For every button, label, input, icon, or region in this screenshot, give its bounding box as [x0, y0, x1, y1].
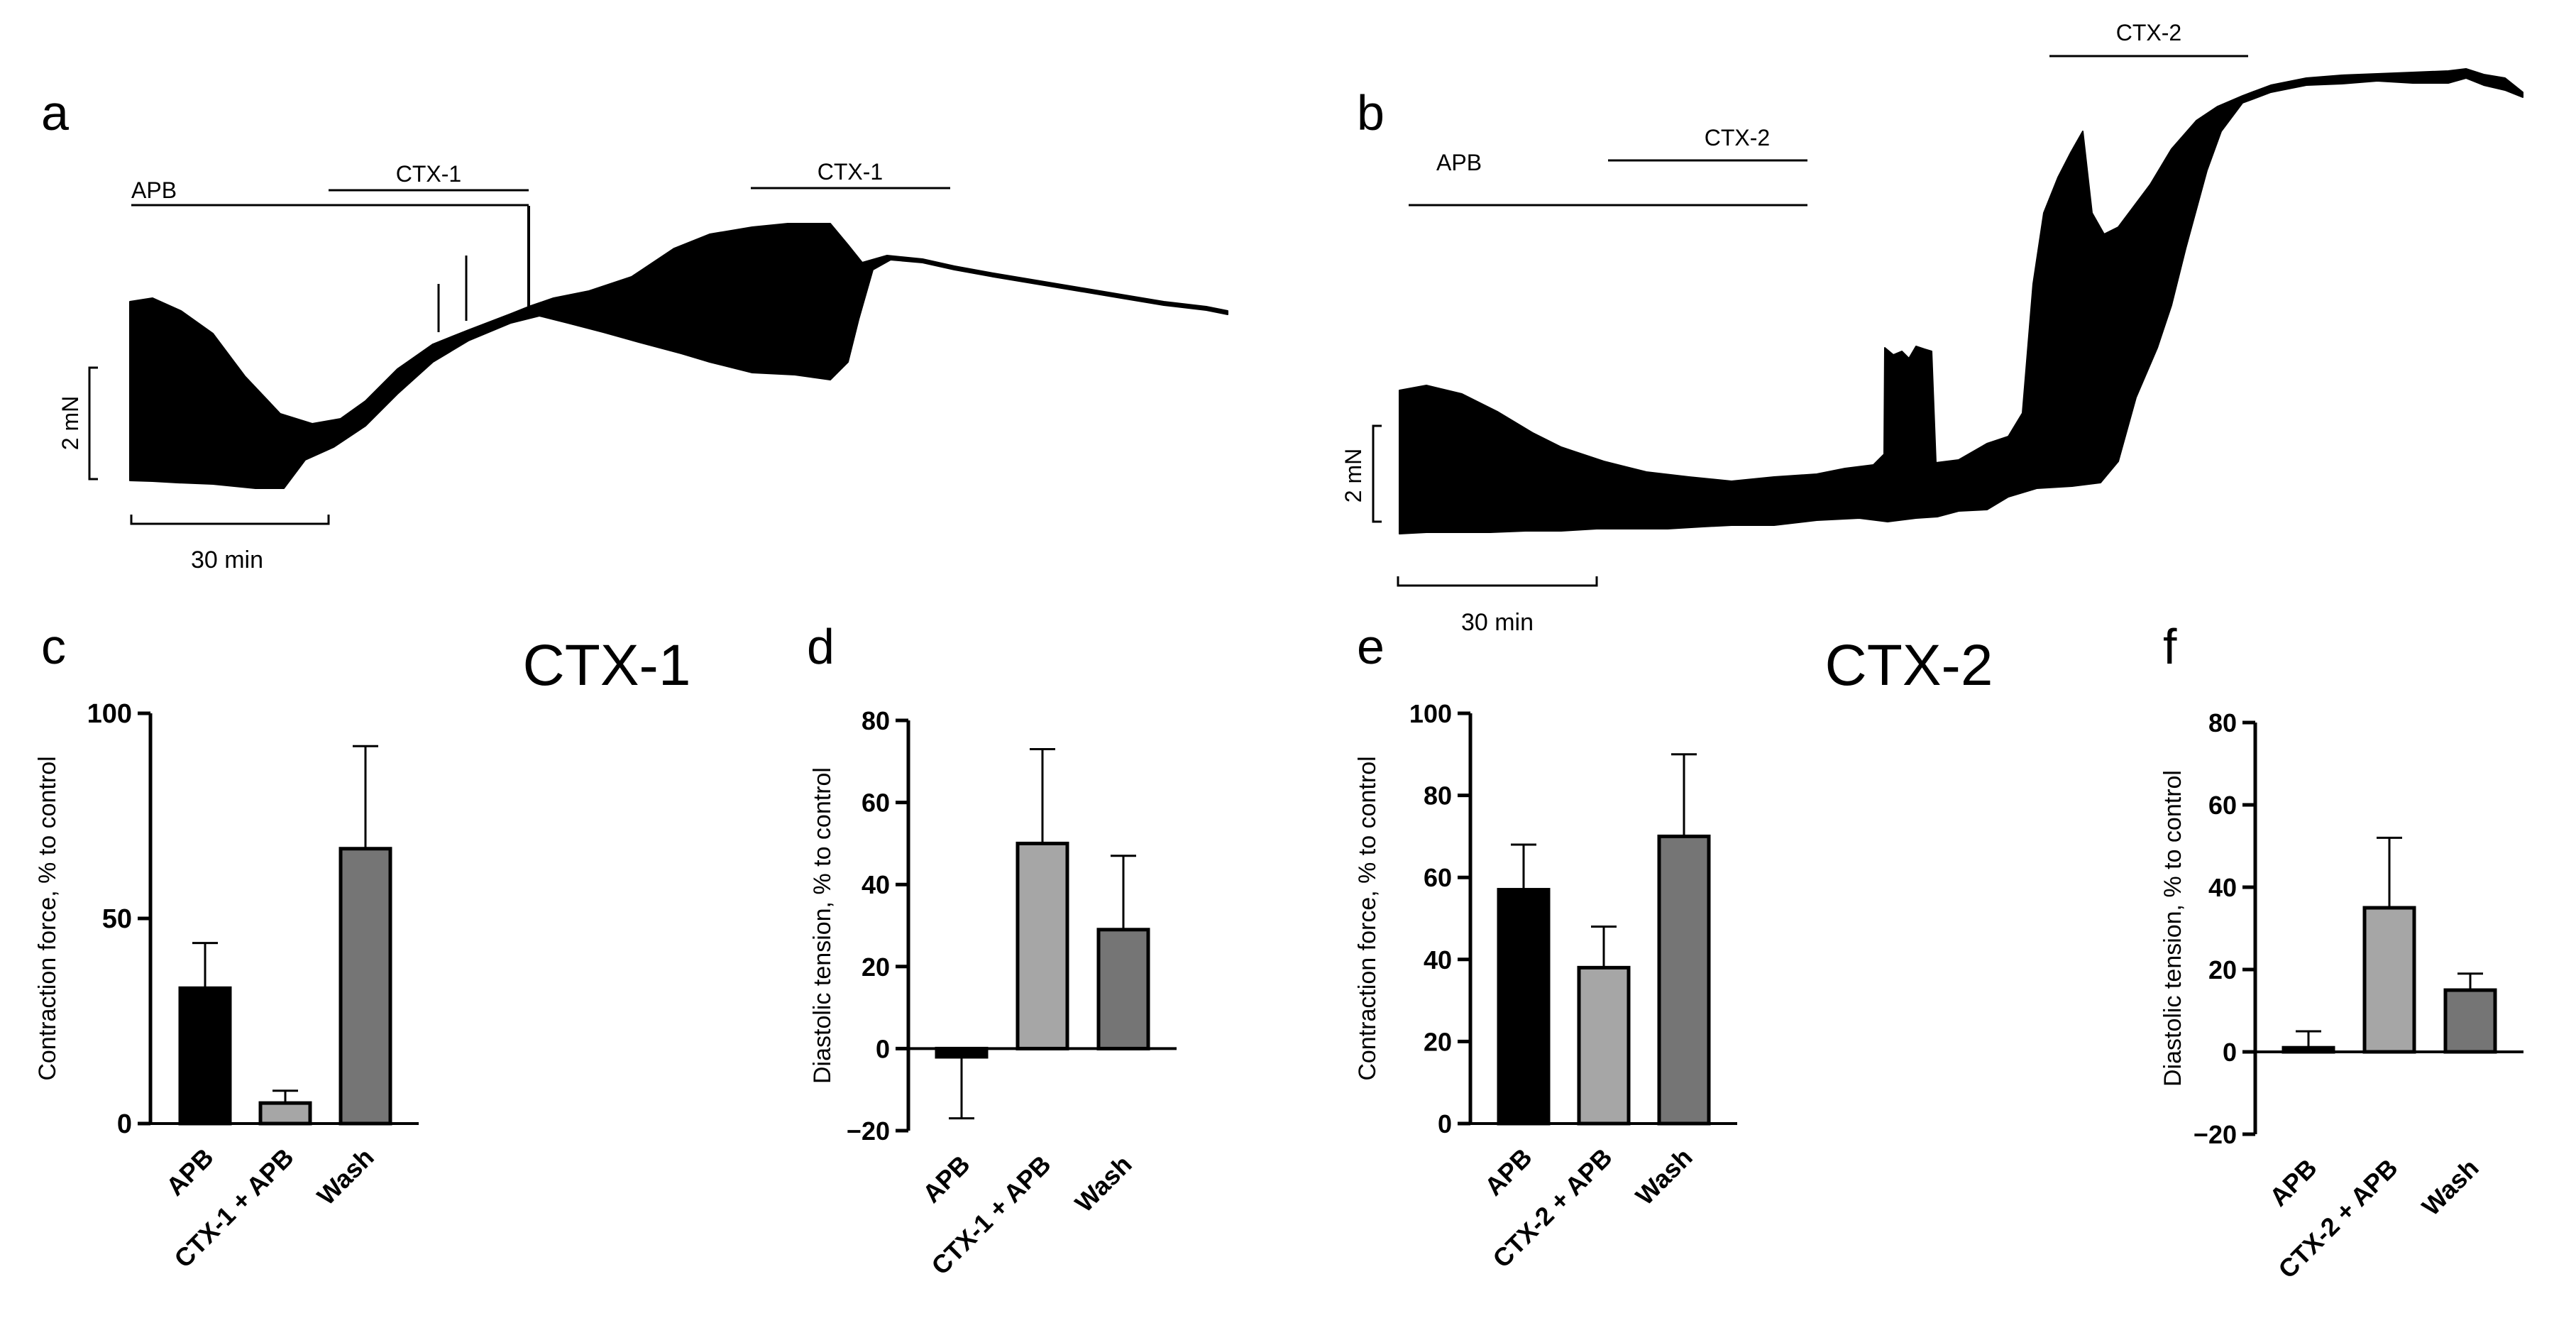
bar-apb-b-label: APB — [1436, 150, 1482, 175]
bar-c-0 — [178, 986, 232, 1126]
y-tick-label-f: 0 — [2223, 1038, 2237, 1067]
category-label-e-2: Wash — [1630, 1143, 1698, 1211]
bar-d-0 — [935, 1046, 989, 1059]
panel-b: b APB CTX-2 CTX-2 2 mN 30 min — [1341, 20, 2523, 636]
y-tick-label-c: 100 — [87, 699, 132, 729]
bar-e-0 — [1497, 888, 1551, 1126]
category-label-e-0: APB — [1479, 1143, 1538, 1202]
scale-bar-force-b — [1372, 424, 1382, 523]
section-title-ctx2: CTX-2 — [1825, 633, 1993, 698]
bar-ctx1-a-2-label: CTX-1 — [818, 159, 883, 185]
bar-chart-c: 0 50 100 Contraction force, % to control APB… — [34, 699, 419, 1273]
bar-d-1 — [1015, 841, 1069, 1050]
y-tick-label-f: 20 — [2208, 955, 2237, 984]
y-tick-label-e: 80 — [1424, 781, 1452, 811]
bar-ctx2-b-1-label: CTX-2 — [1705, 125, 1770, 150]
category-label-c-2: Wash — [312, 1143, 380, 1211]
panel-letter-d: d — [807, 619, 835, 674]
scale-bar-time-a — [130, 515, 330, 525]
category-label-f-2: Wash — [2416, 1153, 2484, 1222]
category-label-f-0: APB — [2264, 1153, 2323, 1212]
bar-chart-f: −20 0 20 40 60 80 Diastolic tension, % to cont… — [2159, 708, 2523, 1284]
y-tick-label-c: 50 — [102, 904, 132, 934]
y-tick-label-c: 0 — [117, 1109, 132, 1139]
bar-e-2 — [1657, 834, 1711, 1126]
bar-ctx2-b-2-label: CTX-2 — [2116, 20, 2181, 45]
bar-e-1 — [1577, 965, 1631, 1126]
panel-letter-e: e — [1357, 619, 1385, 674]
bar-apb-a-label: APB — [131, 177, 177, 203]
panel-a: a APB CTX-1 CTX-1 2 mN 30 min — [41, 85, 1228, 573]
y-axis-label-c: Contraction force, % to control — [34, 756, 61, 1080]
scale-bar-force-a-label: 2 mN — [57, 396, 83, 450]
y-tick-label-f: 80 — [2208, 708, 2237, 737]
y-axis-label-e: Contraction force, % to control — [1354, 756, 1381, 1080]
panel-letter-b: b — [1357, 85, 1385, 141]
y-tick-label-d: 60 — [862, 789, 890, 818]
panel-letter-f: f — [2163, 619, 2177, 674]
bar-f-2 — [2443, 988, 2497, 1054]
y-tick-label-d: 0 — [876, 1034, 890, 1063]
y-axis-label-f: Diastolic tension, % to control — [2159, 770, 2186, 1087]
bar-ctx1-a-1-label: CTX-1 — [396, 161, 461, 187]
y-tick-label-e: 40 — [1424, 945, 1452, 975]
bar-f-0 — [2281, 1045, 2335, 1054]
y-tick-label-e: 20 — [1424, 1027, 1452, 1056]
bar-f-1 — [2362, 906, 2416, 1054]
scale-bar-time-b — [1397, 576, 1598, 587]
category-label-d-0: APB — [917, 1150, 976, 1209]
panel-letter-c: c — [41, 619, 66, 674]
panel-letter-a: a — [41, 85, 69, 141]
force-trace-b — [1399, 68, 2523, 534]
scale-bar-force-a — [88, 366, 98, 481]
bar-chart-e: 0 20 40 60 80 100 Contraction force, % to cont… — [1354, 699, 1737, 1273]
section-title-ctx1: CTX-1 — [523, 633, 691, 698]
y-tick-label-d: 20 — [862, 953, 890, 982]
category-label-d-2: Wash — [1069, 1150, 1138, 1218]
y-tick-label-e: 60 — [1424, 863, 1452, 892]
y-tick-label-e: 0 — [1438, 1109, 1452, 1138]
y-tick-label-f: 40 — [2208, 873, 2237, 902]
force-trace-a — [129, 223, 1228, 489]
bar-c-2 — [338, 847, 392, 1126]
scale-bar-time-b-label: 30 min — [1461, 609, 1534, 636]
y-tick-label-d: 80 — [862, 706, 890, 735]
scale-bar-time-a-label: 30 min — [191, 547, 263, 573]
y-tick-label-d: 40 — [862, 870, 890, 899]
y-tick-label-f: 60 — [2208, 791, 2237, 820]
scale-bar-force-b-label: 2 mN — [1341, 449, 1366, 503]
y-tick-label-d: −20 — [847, 1116, 890, 1146]
y-axis-label-d: Diastolic tension, % to control — [809, 767, 836, 1084]
bar-c-1 — [258, 1101, 312, 1126]
y-tick-label-f: −20 — [2194, 1120, 2237, 1149]
category-label-c-0: APB — [160, 1143, 219, 1202]
bar-chart-d: −20 0 20 40 60 80 Diastolic tension, % to cont… — [809, 706, 1177, 1280]
y-tick-label-e: 100 — [1409, 699, 1452, 728]
bar-d-2 — [1096, 928, 1150, 1050]
